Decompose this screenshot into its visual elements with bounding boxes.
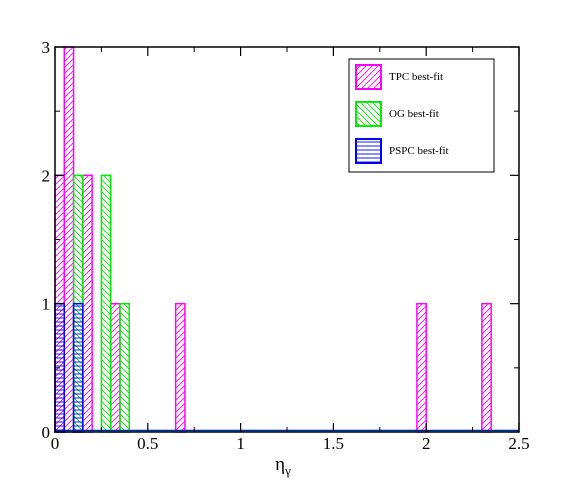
x-axis-label-main: η (275, 454, 285, 475)
legend-swatch (355, 64, 382, 90)
legend-label: TPC best-fit (389, 71, 443, 83)
histogram-bar (119, 302, 130, 433)
histogram-bar (416, 302, 427, 433)
legend: TPC best-fit OG best-fit PSPC best-fit (348, 58, 495, 173)
x-tick-label: 0.5 (137, 434, 158, 453)
y-tick-label: 3 (42, 38, 51, 57)
y-tick-label: 1 (42, 295, 51, 314)
y-tick-label: 0 (42, 423, 51, 442)
x-tick-label: 1 (236, 434, 245, 453)
x-tick-label: 2.5 (508, 434, 529, 453)
histogram-bar (481, 302, 492, 433)
legend-swatch (355, 138, 382, 164)
histogram-bar (72, 302, 84, 433)
x-tick-label: 2 (422, 434, 431, 453)
histogram-bar (109, 302, 121, 433)
histogram-bar (174, 302, 186, 433)
legend-label: OG best-fit (389, 108, 439, 120)
ticks-layer: 0 0.5 1 1.5 2 2.5 0 1 2 3 (42, 38, 530, 453)
histogram-bar (82, 174, 93, 433)
x-axis-label: ηγ (275, 454, 291, 478)
x-tick-label: 0 (51, 434, 60, 453)
histogram-bar (63, 46, 75, 433)
x-axis-label-subscript: γ (284, 463, 291, 478)
legend-swatch (355, 101, 382, 127)
legend-label: PSPC best-fit (389, 145, 449, 157)
x-tick-label: 1.5 (323, 434, 344, 453)
y-tick-label: 2 (42, 166, 51, 185)
histogram-bar (100, 174, 112, 433)
